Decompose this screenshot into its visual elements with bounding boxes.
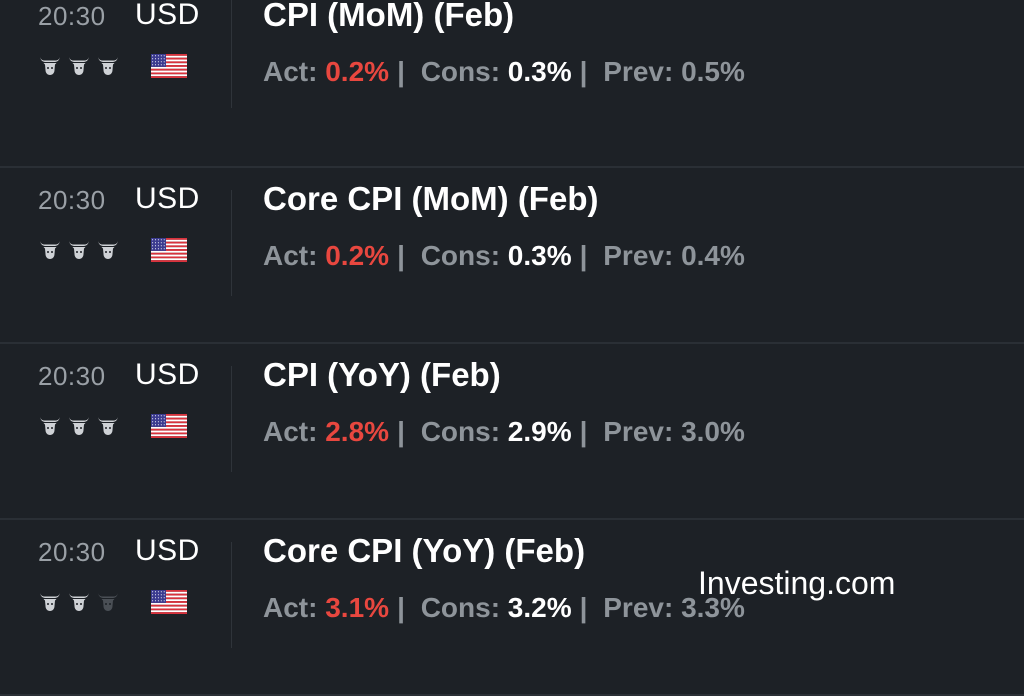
actual-value: 0.2% — [325, 240, 390, 271]
event-time: 20:30 — [38, 185, 106, 215]
consensus-value: 0.3% — [507, 56, 572, 87]
previous-label: Prev: — [603, 240, 674, 271]
previous-value: 3.0% — [681, 416, 745, 447]
column-divider — [231, 190, 232, 296]
consensus-label: Cons: — [420, 416, 501, 447]
previous-label: Prev: — [603, 416, 674, 447]
bull-icon — [98, 417, 118, 435]
stat-separator: | — [397, 592, 405, 623]
consensus-label: Cons: — [420, 592, 501, 623]
event-time: 20:30 — [38, 1, 106, 31]
event-currency: USD — [135, 182, 200, 215]
previous-label: Prev: — [603, 56, 674, 87]
investing-watermark: Investing.com — [698, 565, 896, 601]
importance-rating — [38, 54, 122, 78]
event-currency: USD — [135, 534, 200, 567]
event-meta: 20:30 USD — [0, 168, 232, 344]
bull-icon — [69, 57, 89, 75]
consensus-label: Cons: — [420, 240, 501, 271]
event-meta: 20:30 USD — [0, 344, 232, 520]
column-divider — [231, 366, 232, 472]
event-row[interactable]: 20:30 USD Core CPI (YoY) (Feb) Act: 3.1%… — [0, 520, 1024, 696]
us-flag-icon — [151, 54, 187, 78]
consensus-value: 3.2% — [507, 592, 572, 623]
consensus-value: 0.3% — [507, 240, 572, 271]
event-stats: Act: 2.8% | Cons: 2.9% | Prev: 3.0% — [263, 416, 745, 448]
actual-value: 2.8% — [325, 416, 390, 447]
bull-icon — [69, 417, 89, 435]
event-title[interactable]: CPI (MoM) (Feb) — [263, 0, 515, 33]
importance-rating — [38, 414, 122, 438]
actual-label: Act: — [263, 240, 318, 271]
stat-separator: | — [397, 416, 405, 447]
event-stats: Act: 0.2% | Cons: 0.3% | Prev: 0.5% — [263, 56, 745, 88]
importance-rating — [38, 238, 122, 262]
column-divider — [231, 542, 232, 648]
event-meta: 20:30 USD — [0, 0, 232, 168]
stat-separator: | — [397, 240, 405, 271]
bull-icon — [98, 593, 118, 611]
us-flag-icon — [151, 590, 187, 614]
previous-value: 0.5% — [681, 56, 745, 87]
event-meta: 20:30 USD — [0, 520, 232, 696]
event-title[interactable]: CPI (YoY) (Feb) — [263, 356, 501, 393]
actual-value: 3.1% — [325, 592, 390, 623]
event-title[interactable]: Core CPI (MoM) (Feb) — [263, 180, 599, 217]
actual-value: 0.2% — [325, 56, 390, 87]
actual-label: Act: — [263, 56, 318, 87]
bull-icon — [40, 241, 60, 259]
event-row[interactable]: 20:30 USD Core CPI (MoM) (Feb) Act: 0.2%… — [0, 168, 1024, 344]
consensus-label: Cons: — [420, 56, 501, 87]
event-time: 20:30 — [38, 361, 106, 391]
consensus-value: 2.9% — [507, 416, 572, 447]
event-stats: Act: 3.1% | Cons: 3.2% | Prev: 3.3% — [263, 592, 745, 624]
bull-icon — [98, 241, 118, 259]
event-currency: USD — [135, 358, 200, 391]
importance-rating — [38, 590, 122, 614]
event-row[interactable]: 20:30 USD CPI (MoM) (Feb) Act: 0.2% | Con… — [0, 0, 1024, 168]
previous-value: 0.4% — [681, 240, 745, 271]
stat-separator: | — [579, 416, 588, 447]
event-row[interactable]: 20:30 USD CPI (YoY) (Feb) Act: 2.8% | Con… — [0, 344, 1024, 520]
actual-label: Act: — [263, 592, 318, 623]
bull-icon — [40, 57, 60, 75]
us-flag-icon — [151, 414, 187, 438]
bull-icon — [40, 417, 60, 435]
stat-separator: | — [579, 240, 588, 271]
stat-separator: | — [579, 592, 588, 623]
event-time: 20:30 — [38, 537, 106, 567]
bull-icon — [98, 57, 118, 75]
bull-icon — [69, 241, 89, 259]
bull-icon — [69, 593, 89, 611]
actual-label: Act: — [263, 416, 318, 447]
previous-label: Prev: — [603, 592, 674, 623]
event-title[interactable]: Core CPI (YoY) (Feb) — [263, 532, 586, 569]
row-divider — [0, 342, 1024, 344]
stat-separator: | — [579, 56, 588, 87]
bull-icon — [40, 593, 60, 611]
previous-value: 3.3% — [681, 592, 745, 623]
row-divider — [0, 518, 1024, 520]
event-currency: USD — [135, 0, 200, 31]
column-divider — [231, 0, 232, 108]
stat-separator: | — [397, 56, 405, 87]
row-divider — [0, 166, 1024, 168]
us-flag-icon — [151, 238, 187, 262]
event-stats: Act: 0.2% | Cons: 0.3% | Prev: 0.4% — [263, 240, 745, 272]
